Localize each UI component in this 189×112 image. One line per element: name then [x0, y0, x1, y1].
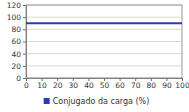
legend: Conjugado da carga (%)	[44, 97, 150, 106]
legend-swatch	[44, 98, 50, 104]
series-group	[26, 23, 182, 24]
x-tick: 30	[69, 78, 79, 90]
x-tick-label: 50	[100, 81, 110, 90]
series-line	[26, 22, 182, 24]
x-tick-label: 100	[175, 81, 189, 90]
x-tick-label: 90	[162, 81, 172, 90]
x-tick: 50	[100, 78, 110, 90]
y-tick-label: 20	[11, 62, 21, 71]
y-tick-label: 120	[7, 1, 22, 10]
grid	[26, 5, 182, 78]
y-tick: 60	[11, 37, 26, 46]
x-tick-label: 70	[131, 81, 141, 90]
x-tick-label: 30	[69, 81, 79, 90]
x-tick: 60	[115, 78, 125, 90]
x-tick: 10	[37, 78, 47, 90]
y-tick: 40	[11, 50, 26, 59]
x-tick-label: 0	[24, 81, 29, 90]
x-tick: 20	[53, 78, 63, 90]
x-tick: 100	[175, 78, 189, 90]
y-axis: 0 20 40 60 80 100 120	[7, 1, 27, 83]
x-tick-label: 10	[37, 81, 47, 90]
legend-entry: Conjugado da carga (%)	[44, 97, 150, 106]
y-tick-label: 60	[11, 37, 21, 46]
y-tick: 120	[7, 1, 26, 10]
x-tick: 90	[162, 78, 172, 90]
y-tick-label: 0	[16, 74, 21, 83]
y-tick: 100	[7, 13, 26, 22]
x-tick-label: 60	[115, 81, 125, 90]
x-tick-label: 40	[84, 81, 94, 90]
grid-line	[26, 17, 182, 18]
x-tick: 40	[84, 78, 94, 90]
x-tick-label: 20	[53, 81, 63, 90]
plot: 0102030405060708090100020406080100120	[7, 1, 189, 90]
x-tick: 0	[24, 78, 29, 90]
y-tick-label: 40	[11, 50, 21, 59]
y-tick: 0	[16, 74, 26, 83]
chart-svg: 0102030405060708090100020406080100120Con…	[0, 0, 189, 112]
grid-line	[26, 29, 182, 30]
grid-line	[26, 65, 182, 66]
plot-background	[26, 5, 182, 78]
chart-container: 0102030405060708090100020406080100120Con…	[0, 0, 189, 112]
grid-line	[26, 41, 182, 42]
x-tick: 70	[131, 78, 141, 90]
x-axis: 0 10 20 30 40 50 60 70 80 90100	[24, 78, 189, 90]
legend-label: Conjugado da carga (%)	[53, 97, 150, 106]
grid-line	[26, 53, 182, 54]
x-tick-label: 80	[147, 81, 157, 90]
y-tick-label: 80	[11, 25, 21, 34]
plot-frame	[26, 5, 182, 78]
y-tick-label: 100	[7, 13, 22, 22]
y-tick: 80	[11, 25, 26, 34]
y-tick: 20	[11, 62, 26, 71]
x-tick: 80	[147, 78, 157, 90]
